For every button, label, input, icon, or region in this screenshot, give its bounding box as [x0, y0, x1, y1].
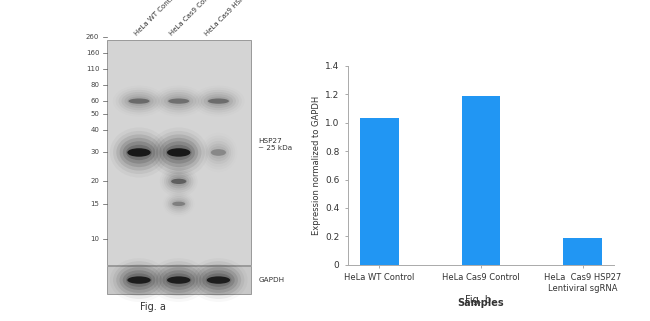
Text: 50: 50: [90, 111, 99, 117]
Ellipse shape: [164, 94, 193, 108]
Text: HeLa Cas9 HSP27 Lentiviral sgRNA: HeLa Cas9 HSP27 Lentiviral sgRNA: [203, 0, 294, 37]
Ellipse shape: [196, 264, 241, 296]
Text: 80: 80: [90, 82, 99, 88]
Ellipse shape: [166, 145, 192, 160]
Text: 20: 20: [90, 178, 99, 184]
Text: 60: 60: [90, 98, 99, 104]
Text: 10: 10: [90, 236, 99, 242]
Ellipse shape: [172, 200, 186, 208]
Ellipse shape: [153, 261, 205, 299]
Ellipse shape: [172, 202, 185, 206]
Ellipse shape: [159, 138, 198, 167]
Ellipse shape: [170, 177, 187, 186]
Ellipse shape: [166, 273, 192, 287]
Bar: [107, 40, 250, 265]
Ellipse shape: [159, 267, 198, 293]
Bar: [360, 118, 398, 265]
Ellipse shape: [127, 96, 151, 106]
Text: 110: 110: [86, 66, 99, 72]
Ellipse shape: [123, 270, 155, 290]
X-axis label: Samples: Samples: [458, 298, 504, 308]
Ellipse shape: [192, 261, 244, 299]
Text: HeLa Cas9 Control: HeLa Cas9 Control: [168, 0, 218, 37]
Bar: [564, 238, 602, 265]
Ellipse shape: [129, 99, 150, 104]
Ellipse shape: [207, 276, 230, 284]
Ellipse shape: [126, 273, 152, 287]
Ellipse shape: [162, 141, 195, 164]
Ellipse shape: [167, 276, 190, 284]
Ellipse shape: [116, 264, 162, 296]
Bar: [462, 96, 501, 265]
Ellipse shape: [113, 261, 165, 299]
Text: 15: 15: [90, 201, 99, 207]
Ellipse shape: [171, 179, 187, 184]
Text: 30: 30: [90, 150, 99, 155]
Ellipse shape: [167, 96, 190, 106]
Text: 40: 40: [90, 127, 99, 133]
Ellipse shape: [122, 92, 157, 110]
Ellipse shape: [156, 134, 202, 170]
Ellipse shape: [120, 138, 159, 167]
Ellipse shape: [211, 149, 226, 156]
Ellipse shape: [120, 267, 159, 293]
Ellipse shape: [156, 264, 202, 296]
Ellipse shape: [205, 273, 231, 287]
Ellipse shape: [162, 270, 195, 290]
Ellipse shape: [204, 94, 233, 108]
Ellipse shape: [208, 99, 229, 104]
Text: Fig. b: Fig. b: [465, 295, 491, 305]
Text: HeLa WT Control: HeLa WT Control: [133, 0, 179, 37]
Ellipse shape: [210, 146, 227, 159]
Ellipse shape: [127, 148, 151, 157]
Ellipse shape: [207, 96, 230, 106]
Bar: [107, 266, 250, 294]
Ellipse shape: [127, 276, 151, 284]
Ellipse shape: [124, 94, 153, 108]
Text: 160: 160: [86, 50, 99, 56]
Ellipse shape: [166, 172, 191, 191]
Text: Fig. a: Fig. a: [140, 301, 166, 312]
Ellipse shape: [123, 141, 155, 164]
Text: 260: 260: [86, 34, 99, 40]
Ellipse shape: [116, 134, 162, 170]
Ellipse shape: [202, 270, 235, 290]
Ellipse shape: [199, 267, 238, 293]
Ellipse shape: [153, 131, 205, 174]
Y-axis label: Expression normalized to GAPDH: Expression normalized to GAPDH: [312, 96, 321, 235]
Ellipse shape: [167, 148, 190, 157]
Text: GAPDH: GAPDH: [258, 277, 284, 283]
Ellipse shape: [113, 131, 165, 174]
Ellipse shape: [168, 174, 189, 188]
Ellipse shape: [126, 145, 152, 160]
Ellipse shape: [168, 99, 189, 104]
Text: HSP27
~ 25 kDa: HSP27 ~ 25 kDa: [258, 138, 292, 151]
